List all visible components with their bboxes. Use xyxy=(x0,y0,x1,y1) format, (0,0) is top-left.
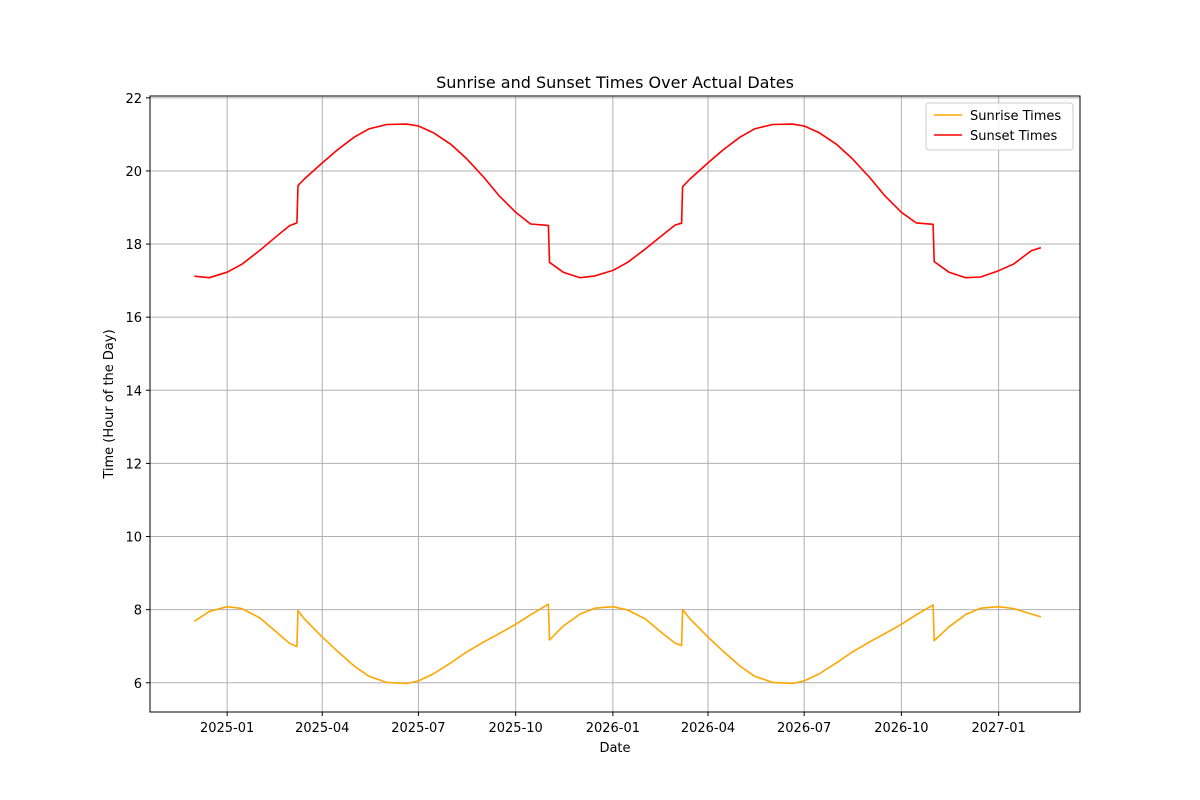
x-tick-label: 2025-04 xyxy=(295,721,349,736)
y-axis-label: Time (Hour of the Day) xyxy=(102,329,117,479)
y-tick-label: 14 xyxy=(125,384,142,399)
legend: Sunrise Times Sunset Times xyxy=(925,102,1074,151)
legend-box xyxy=(925,102,1074,151)
y-tick-label: 20 xyxy=(125,165,142,180)
sunset-times-line xyxy=(194,123,1042,279)
x-tick-label: 2026-07 xyxy=(777,721,831,736)
y-tick-label: 6 xyxy=(134,677,142,692)
y-tick-label: 22 xyxy=(125,92,142,107)
chart-title: Sunrise and Sunset Times Over Actual Dat… xyxy=(436,73,794,92)
x-tick-label: 2026-04 xyxy=(681,721,735,736)
axes-frame xyxy=(149,95,1081,713)
series-layer xyxy=(193,123,1042,685)
x-axis-label: Date xyxy=(599,741,630,756)
y-tick-label: 8 xyxy=(134,604,142,619)
plot-area xyxy=(150,96,1080,712)
x-tick-label: 2027-01 xyxy=(971,721,1025,736)
y-tick-label: 18 xyxy=(125,238,142,253)
sunrise-times-line xyxy=(193,603,1042,685)
y-axis: 6 8 10 12 14 16 18 20 22 xyxy=(125,92,150,692)
y-tick-label: 10 xyxy=(125,531,142,546)
x-tick-label: 2025-01 xyxy=(200,721,254,736)
x-tick-label: 2026-01 xyxy=(586,721,640,736)
x-tick-label: 2025-10 xyxy=(488,721,542,736)
sunrise-times-legend-label: Sunrise Times xyxy=(970,109,1061,124)
y-tick-label: 12 xyxy=(125,457,142,472)
y-tick-label: 16 xyxy=(125,311,142,326)
x-axis: 2025-01 2025-04 2025-07 2025-10 2026-01 2026-… xyxy=(200,712,1026,736)
x-tick-label: 2025-07 xyxy=(391,721,445,736)
sunset-times-legend-label: Sunset Times xyxy=(970,129,1058,144)
x-tick-label: 2026-10 xyxy=(874,721,928,736)
